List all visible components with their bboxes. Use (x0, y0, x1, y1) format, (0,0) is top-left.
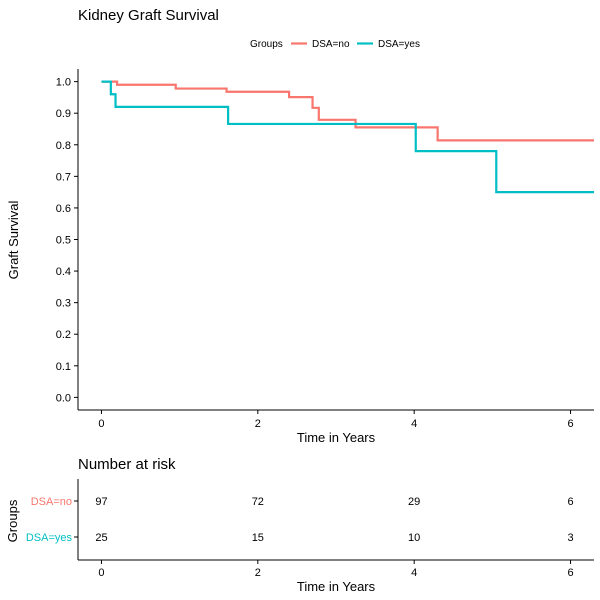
x-tick-label: 6 (567, 418, 573, 430)
survival-curves (101, 80, 594, 194)
y-tick-label: 0.4 (56, 266, 71, 278)
y-tick-label: 0.0 (56, 392, 71, 404)
risk-count: 10 (408, 532, 420, 544)
y-tick-label: 0.9 (56, 108, 71, 120)
risk-count: 15 (252, 532, 264, 544)
y-tick-label: 1.0 (56, 77, 71, 89)
risk-table-x-ticks: 0 2 4 6 (98, 560, 574, 579)
y-tick-label: 0.1 (56, 361, 71, 373)
chart-title: Kidney Graft Survival (78, 7, 219, 24)
risk-count: 72 (252, 496, 264, 508)
risk-table-y-title: Groups (5, 499, 20, 542)
risk-count: 6 (567, 496, 573, 508)
legend-label-dsa-yes: DSA=yes (378, 39, 420, 50)
risk-count: 29 (408, 496, 420, 508)
risk-count: 97 (95, 496, 107, 508)
risk-count: 25 (95, 532, 107, 544)
legend-title: Groups (250, 39, 283, 50)
x-tick-label: 0 (98, 418, 104, 430)
risk-row-label: DSA=yes (26, 532, 73, 544)
x-tick-label: 2 (255, 418, 261, 430)
y-tick-label: 0.3 (56, 298, 71, 310)
legend-label-dsa-no: DSA=no (312, 39, 350, 50)
y-tick-label: 0.8 (56, 140, 71, 152)
legend: Groups DSA=no DSA=yes (250, 39, 420, 50)
risk-x-axis-title: Time in Years (297, 579, 376, 594)
risk-x-tick-label: 0 (98, 567, 104, 579)
y-tick-label: 0.6 (56, 203, 71, 215)
x-axis-title: Time in Years (297, 430, 376, 445)
y-tick-label: 0.2 (56, 329, 71, 341)
risk-row-label: DSA=no (31, 496, 72, 508)
survival-curve-dsa-no (101, 80, 594, 142)
risk-table-title: Number at risk (78, 456, 176, 473)
risk-count: 3 (567, 532, 573, 544)
y-axis-ticks: 0.0 0.1 0.2 0.3 0.4 0.5 0.6 0.7 0.8 0.9 1.0 (56, 77, 78, 404)
x-axis-ticks: 0 2 4 6 (98, 410, 574, 430)
risk-x-tick-label: 2 (255, 567, 261, 579)
y-axis-title: Graft Survival (6, 201, 21, 280)
risk-table-rows: DSA=no 97 72 29 6 DSA=yes 25 15 10 3 (26, 496, 574, 544)
y-tick-label: 0.5 (56, 235, 71, 247)
survival-curve-dsa-yes (101, 80, 594, 194)
x-tick-label: 4 (411, 418, 417, 430)
y-tick-label: 0.7 (56, 171, 71, 183)
risk-x-tick-label: 4 (411, 567, 417, 579)
risk-x-tick-label: 6 (567, 567, 573, 579)
